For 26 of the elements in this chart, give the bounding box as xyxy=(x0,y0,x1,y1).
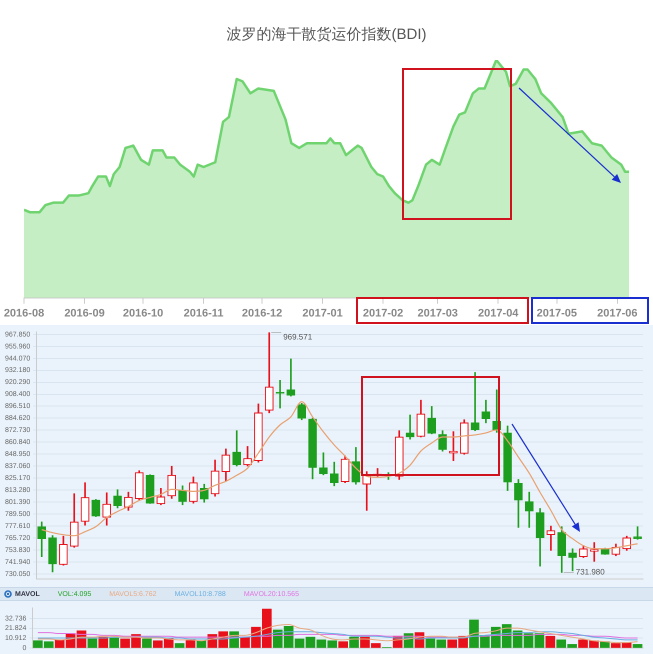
line-series xyxy=(37,624,638,644)
x-tick-label: 2017-02 xyxy=(362,307,404,320)
bar xyxy=(632,644,642,648)
bar xyxy=(196,640,206,648)
chart-title: 波罗的海干散货运价指数(BDI) xyxy=(226,26,426,44)
bar xyxy=(142,638,152,648)
candlestick xyxy=(470,372,480,432)
bar xyxy=(109,638,120,648)
x-tick-label: 2016-12 xyxy=(242,307,282,320)
annotation: 731.980 xyxy=(576,568,606,577)
bar xyxy=(545,636,556,648)
bar xyxy=(174,643,184,648)
x-tick-label: 2017-05 xyxy=(536,307,577,320)
x-tick-label: 2017-04 xyxy=(478,307,520,320)
bar xyxy=(338,641,348,648)
x-tick-label: 2017-01 xyxy=(302,307,343,320)
x-tick-label: 2016-10 xyxy=(122,307,164,320)
x-tick-label: 2016-09 xyxy=(64,307,105,320)
x-tick-label: 2016-11 xyxy=(184,307,224,320)
candlestick xyxy=(406,414,414,440)
x-tick-label: 2016-08 xyxy=(4,307,44,320)
bar xyxy=(349,636,359,648)
x-tick-label: 2017-03 xyxy=(418,307,458,320)
bar xyxy=(88,638,98,648)
x-tick-label: 2017-06 xyxy=(597,307,638,320)
annotation: 969.571 xyxy=(283,332,313,342)
